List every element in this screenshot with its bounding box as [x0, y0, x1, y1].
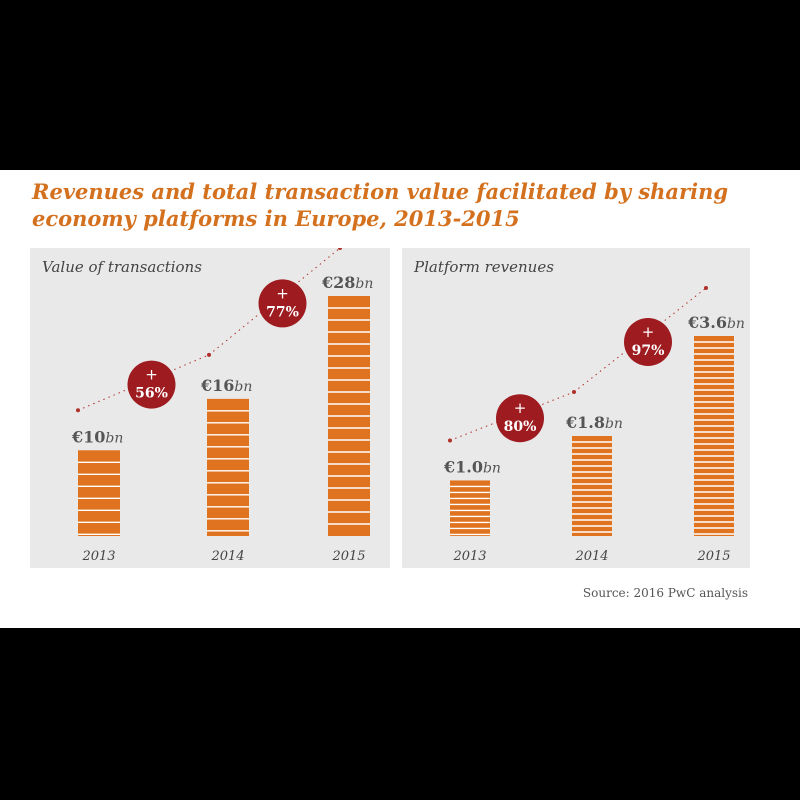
bar-2015: [694, 336, 734, 536]
badge-circle: [624, 318, 672, 366]
bar: [450, 480, 490, 536]
badge-plus: +: [514, 399, 527, 417]
year-label: 2015: [331, 549, 365, 564]
trend-point: [448, 438, 452, 443]
bar-2015: [328, 296, 370, 536]
badge-value: 97%: [632, 343, 665, 359]
badge-value: 77%: [266, 304, 299, 320]
trend-point: [572, 390, 576, 394]
badge-circle: [258, 279, 307, 328]
badge-plus: +: [145, 366, 158, 384]
value-label: €10bn: [71, 427, 123, 446]
growth-badge: +56%: [127, 360, 176, 409]
bar: [207, 398, 249, 536]
value-label: €1.8bn: [565, 413, 623, 432]
year-label: 2015: [696, 549, 730, 564]
year-label: 2014: [574, 549, 608, 564]
growth-badge: +80%: [496, 394, 544, 443]
growth-badge: +77%: [258, 279, 307, 328]
badge-circle: [127, 360, 176, 409]
value-label: €3.6bn: [687, 313, 745, 332]
source-note: Source: 2016 PwC analysis: [582, 586, 748, 600]
badge-plus: +: [276, 284, 289, 302]
panel-label: Value of transactions: [42, 258, 202, 276]
value-label: €28bn: [321, 273, 373, 292]
bar: [78, 450, 120, 536]
trend-point: [76, 408, 80, 413]
panel-label: Platform revenues: [414, 258, 554, 276]
bar-2014: [572, 436, 612, 536]
page-title: Revenues and total transaction value fac…: [32, 179, 729, 231]
bar: [572, 436, 612, 536]
year-label: 2013: [81, 549, 115, 564]
badge-value: 56%: [135, 386, 168, 402]
bar-2013: [78, 450, 120, 536]
infographic-card: Revenues and total transaction value fac…: [0, 170, 800, 628]
trend-line: [208, 248, 341, 356]
transactions-panel: Value of transactions €10bn 2013 €16bn 2014…: [30, 248, 390, 568]
bar: [694, 336, 734, 536]
year-label: 2013: [452, 549, 486, 564]
bar-2013: [450, 480, 490, 536]
year-label: 2014: [210, 549, 244, 564]
bar-2014: [207, 398, 249, 536]
badge-plus: +: [642, 323, 655, 341]
growth-badge: +97%: [624, 318, 672, 366]
trend-line: [573, 287, 707, 393]
revenues-panel: Platform revenues €1.0bn 2013 €1.8bn 2014 €3…: [402, 248, 750, 568]
badge-value: 80%: [504, 419, 537, 435]
trend-point: [207, 352, 211, 357]
trend-point: [704, 286, 708, 290]
badge-circle: [496, 394, 544, 443]
trend-point: [338, 248, 342, 250]
value-label: €16bn: [200, 376, 252, 395]
value-label: €1.0bn: [443, 457, 501, 476]
